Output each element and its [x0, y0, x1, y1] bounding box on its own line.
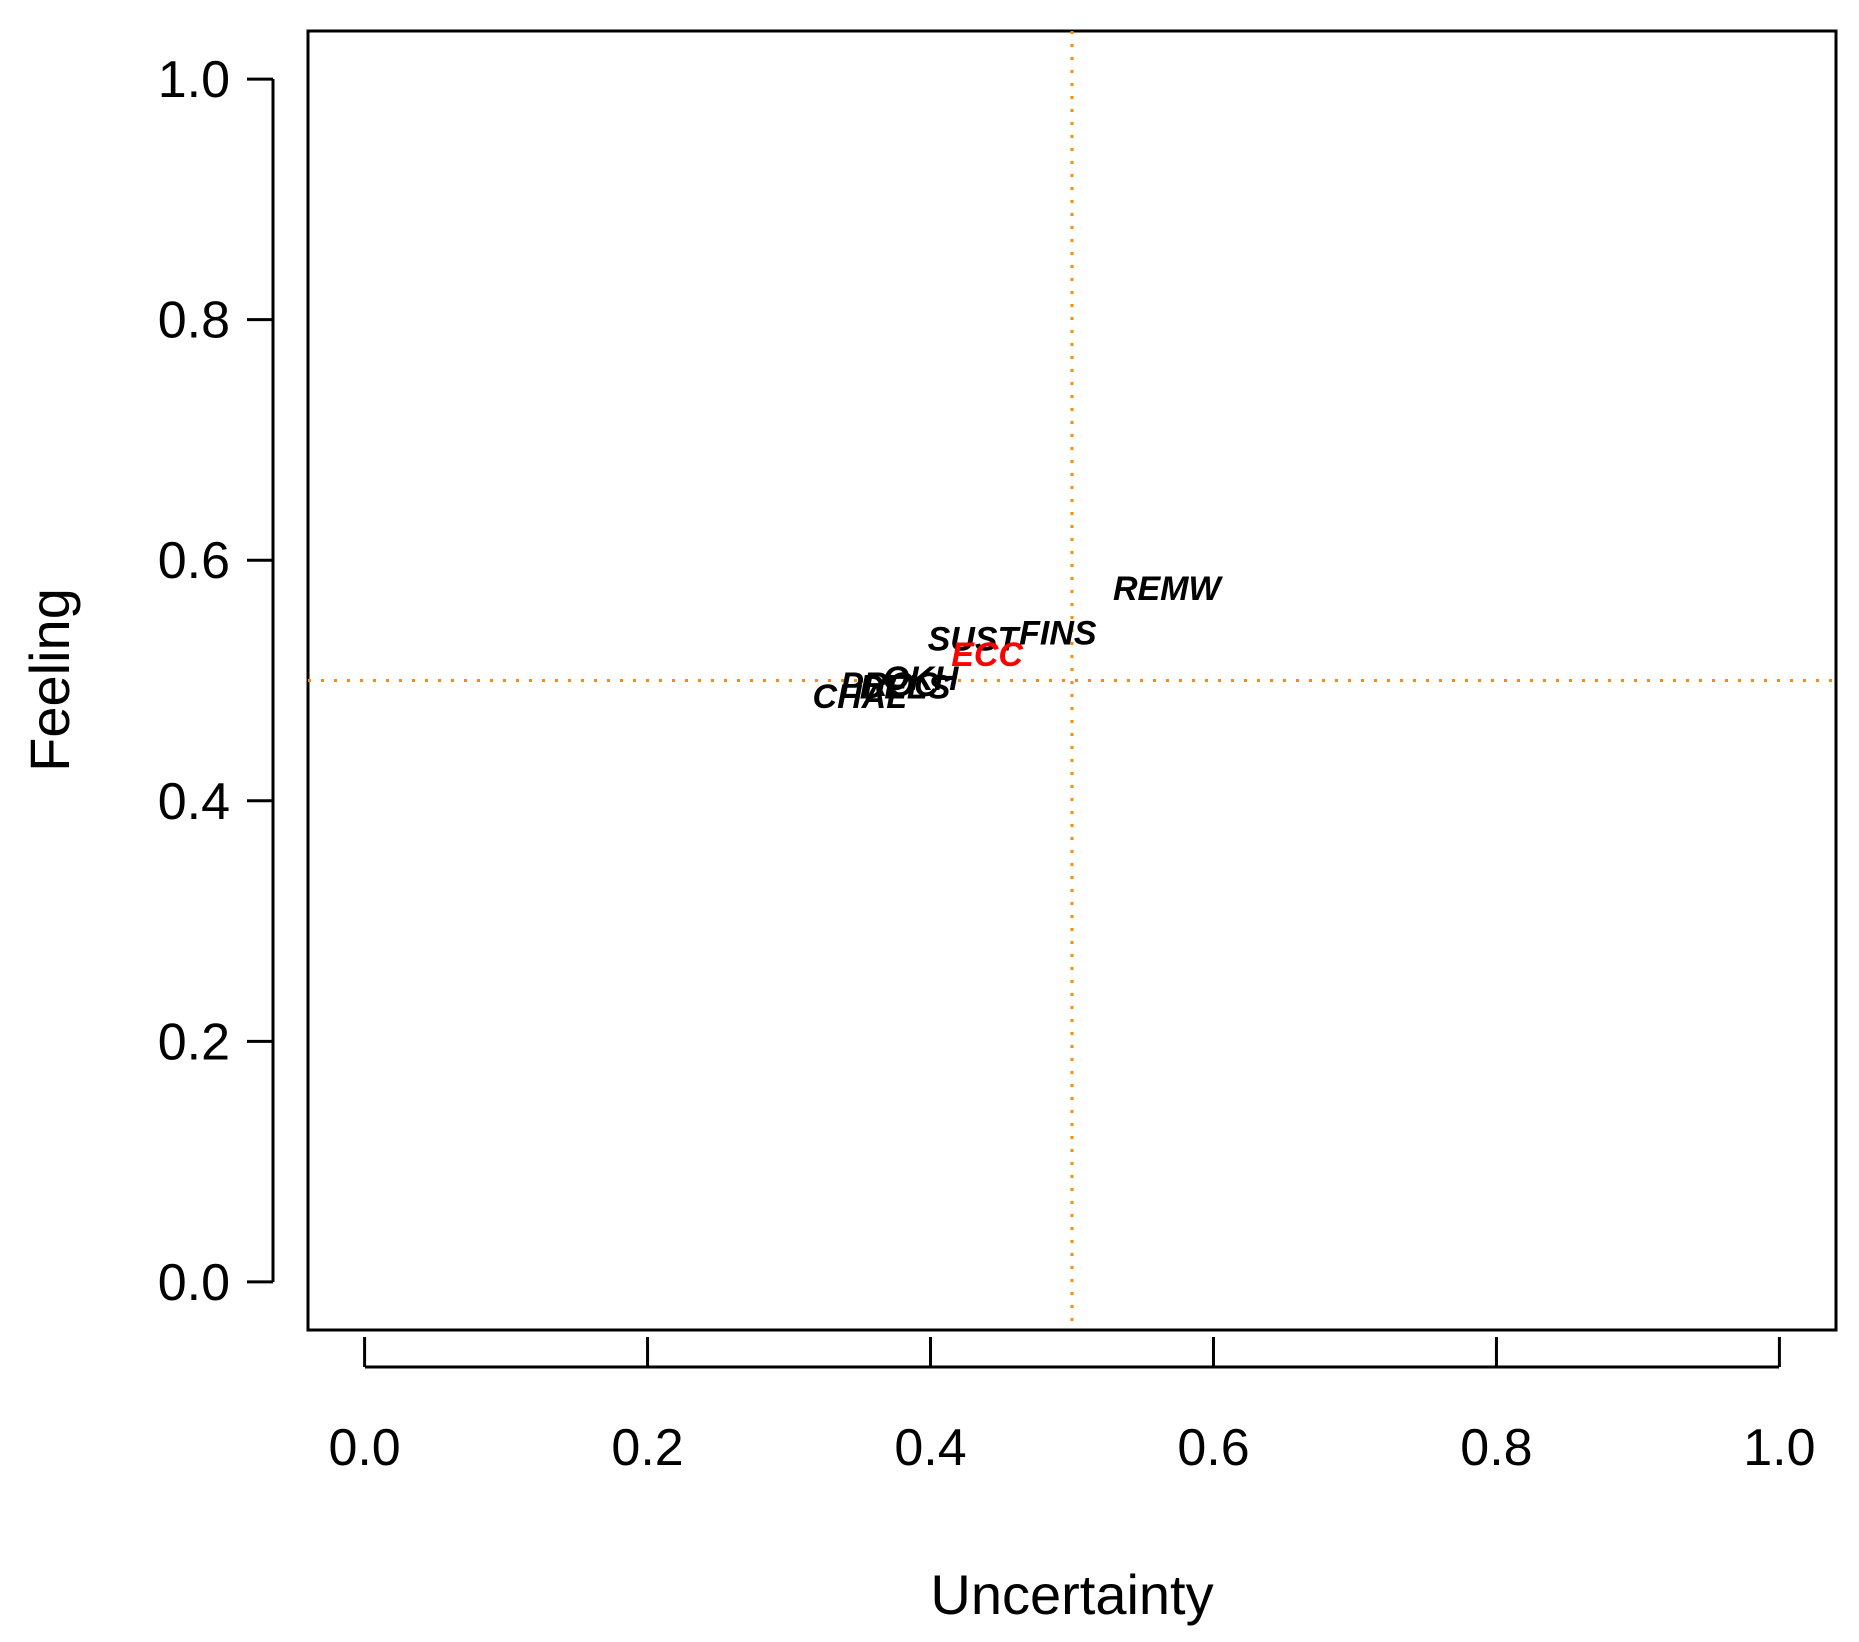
x-tick-label: 0.6 [1177, 1419, 1249, 1477]
y-tick-label: 1.0 [158, 51, 230, 109]
x-tick-label: 0.4 [894, 1419, 966, 1477]
y-tick-label: 0.0 [158, 1254, 230, 1312]
y-axis-title: Feeling [18, 588, 81, 772]
point-label-dels: DELS [860, 669, 951, 707]
point-label-okh: OKH [883, 660, 960, 698]
y-tick-label: 0.2 [158, 1013, 230, 1071]
x-axis-title: Uncertainty [930, 1563, 1213, 1626]
point-label-sust: SUST [928, 620, 1022, 658]
point-label-chal: CHAL [813, 678, 907, 716]
y-tick-label: 0.6 [158, 532, 230, 590]
point-label-ecc: ECC [951, 636, 1023, 674]
x-tick-label: 0.0 [328, 1419, 400, 1477]
point-label-proc: PROC [840, 666, 939, 704]
point-label-remw: REMW [1113, 570, 1224, 608]
x-tick-label: 1.0 [1743, 1419, 1815, 1477]
x-tick-label: 0.2 [611, 1419, 683, 1477]
x-tick-label: 0.8 [1460, 1419, 1532, 1477]
plot-frame [306, 29, 1838, 1332]
y-tick-label: 0.8 [158, 292, 230, 350]
point-label-fins: FINS [1019, 614, 1097, 652]
y-tick-label: 0.4 [158, 773, 230, 831]
